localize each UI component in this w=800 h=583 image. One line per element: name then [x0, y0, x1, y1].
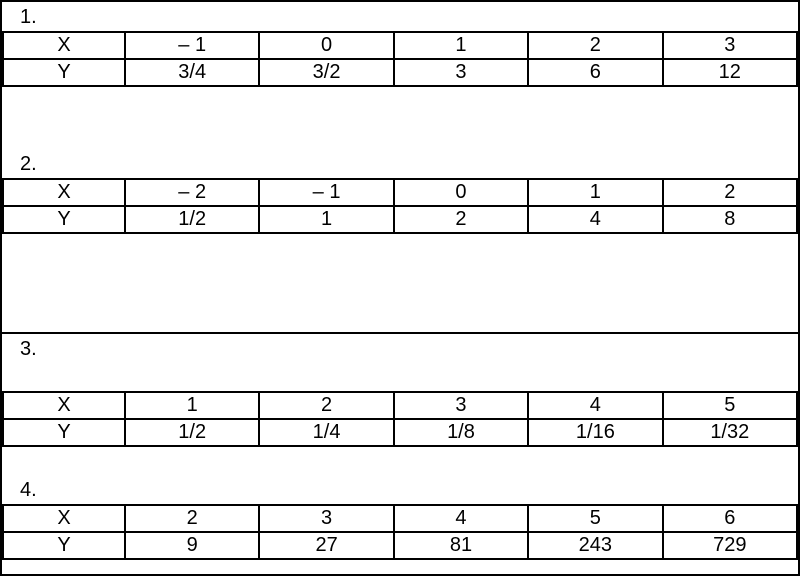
problem-1-table: X – 1 0 1 2 3 Y 3/4 3/2 3 6 12	[2, 31, 798, 87]
cell: 2	[259, 392, 393, 419]
problem-1-label: 1.	[2, 2, 798, 31]
cell: 0	[394, 179, 528, 206]
spacer	[2, 87, 798, 149]
cell: 27	[259, 532, 393, 559]
cell: 1/2	[125, 206, 259, 233]
cell: 5	[528, 505, 662, 532]
cell: 3	[663, 32, 797, 59]
table-row: Y 9 27 81 243 729	[3, 532, 797, 559]
cell: 8	[663, 206, 797, 233]
problem-3-table: X 1 2 3 4 5 Y 1/2 1/4 1/8 1/16 1/32	[2, 391, 798, 447]
cell: 4	[528, 206, 662, 233]
cell: 243	[528, 532, 662, 559]
cell: 3	[394, 392, 528, 419]
table-row: Y 1/2 1 2 4 8	[3, 206, 797, 233]
cell: – 1	[259, 179, 393, 206]
row-header-y: Y	[3, 419, 125, 446]
cell: 2	[663, 179, 797, 206]
cell: 729	[663, 532, 797, 559]
cell: 1/8	[394, 419, 528, 446]
cell: – 2	[125, 179, 259, 206]
cell: 2	[528, 32, 662, 59]
problem-2-label: 2.	[2, 149, 798, 178]
cell: 5	[663, 392, 797, 419]
row-header-x: X	[3, 505, 125, 532]
cell: 1	[259, 206, 393, 233]
problem-4-table: X 2 3 4 5 6 Y 9 27 81 243 729	[2, 504, 798, 560]
row-header-y: Y	[3, 532, 125, 559]
cell: 3/2	[259, 59, 393, 86]
cell: 2	[394, 206, 528, 233]
cell: 3/4	[125, 59, 259, 86]
problem-4-label: 4.	[2, 475, 798, 504]
table-row: X – 2 – 1 0 1 2	[3, 179, 797, 206]
cell: 1	[394, 32, 528, 59]
spacer	[2, 560, 798, 574]
row-header-y: Y	[3, 59, 125, 86]
cell: 1/2	[125, 419, 259, 446]
cell: 1/4	[259, 419, 393, 446]
cell: 81	[394, 532, 528, 559]
table-row: X 1 2 3 4 5	[3, 392, 797, 419]
cell: – 1	[125, 32, 259, 59]
cell: 4	[528, 392, 662, 419]
cell: 3	[259, 505, 393, 532]
cell: 6	[663, 505, 797, 532]
cell: 1	[125, 392, 259, 419]
spacer	[2, 447, 798, 475]
cell: 1/16	[528, 419, 662, 446]
cell: 3	[394, 59, 528, 86]
table-row: Y 1/2 1/4 1/8 1/16 1/32	[3, 419, 797, 446]
spacer	[2, 363, 798, 391]
cell: 12	[663, 59, 797, 86]
table-row: X 2 3 4 5 6	[3, 505, 797, 532]
cell: 1/32	[663, 419, 797, 446]
worksheet-container: 1. X – 1 0 1 2 3 Y 3/4 3/2 3 6 12 2. X –…	[0, 0, 800, 576]
cell: 0	[259, 32, 393, 59]
row-header-y: Y	[3, 206, 125, 233]
table-row: Y 3/4 3/2 3 6 12	[3, 59, 797, 86]
cell: 4	[394, 505, 528, 532]
problem-2-table: X – 2 – 1 0 1 2 Y 1/2 1 2 4 8	[2, 178, 798, 234]
cell: 1	[528, 179, 662, 206]
row-header-x: X	[3, 32, 125, 59]
row-header-x: X	[3, 179, 125, 206]
spacer	[2, 234, 798, 332]
row-header-x: X	[3, 392, 125, 419]
table-row: X – 1 0 1 2 3	[3, 32, 797, 59]
problem-3-label: 3.	[2, 334, 798, 363]
cell: 2	[125, 505, 259, 532]
cell: 6	[528, 59, 662, 86]
cell: 9	[125, 532, 259, 559]
